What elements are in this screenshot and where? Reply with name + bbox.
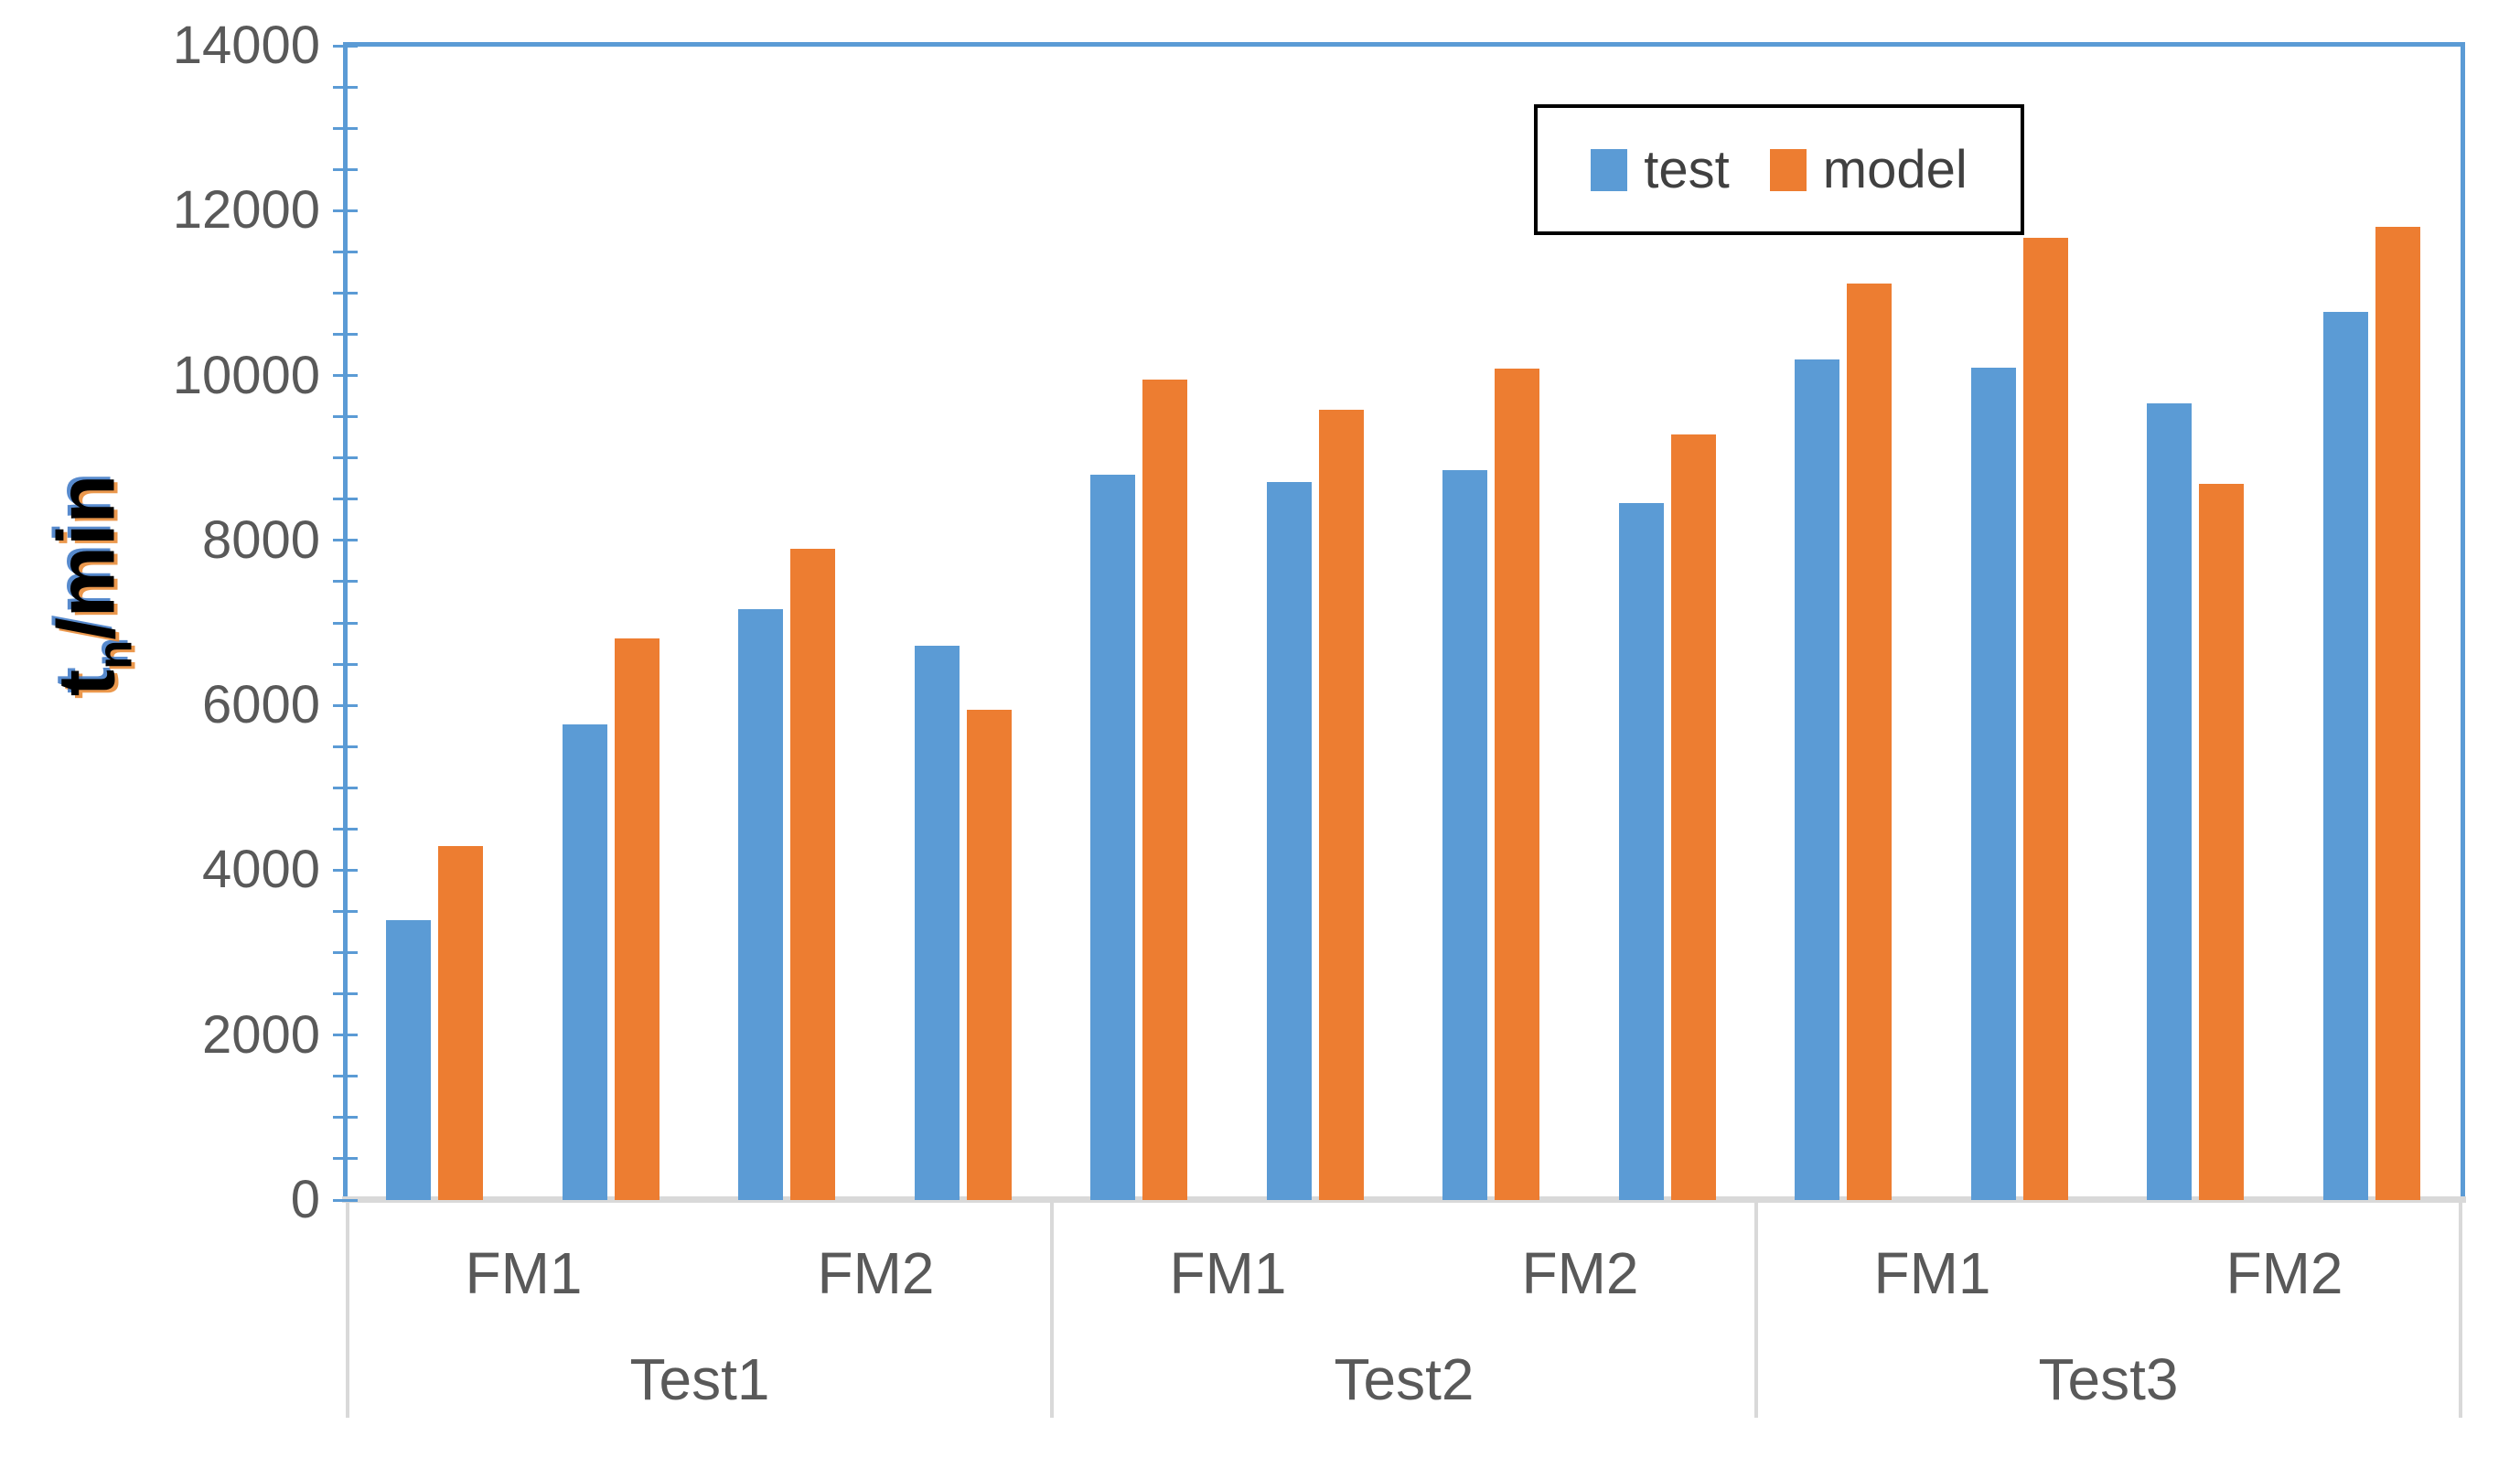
y-axis-tick-label: 6000 [201,675,320,735]
y-axis-tick [333,374,358,378]
y-axis-title: tn/min [40,475,144,696]
bar-model-test1-fm2-1 [790,549,835,1200]
y-axis-tick [333,621,358,625]
bar-model-test3-fm2-2 [2375,227,2420,1200]
legend-label-test: test [1644,139,1730,199]
y-axis-tick [333,580,358,584]
y-axis-tick [333,786,358,789]
y-axis-tick [333,209,358,212]
y-axis-tick-label: 12000 [172,180,320,241]
plot-border-top [343,42,2465,47]
y-axis-tick [333,539,358,542]
bar-test-test2-fm1-2 [1267,482,1312,1200]
bar-test-test3-fm2-1 [2147,403,2192,1200]
y-axis-tick [333,167,358,171]
bar-test-test1-fm2-2 [915,646,960,1200]
bar-model-test1-fm1-1 [438,846,483,1200]
y-axis-tick [333,662,358,666]
y-axis-tick-label: 4000 [201,840,320,900]
x-axis-group-label: Test2 [1334,1346,1474,1412]
y-axis-tick [333,992,358,996]
y-axis-tick [333,291,358,295]
legend-item-model: model [1769,139,1968,199]
y-axis-tick [333,1198,358,1202]
x-axis-group-label: Test1 [629,1346,770,1412]
bar-test-test2-fm1-1 [1090,475,1135,1200]
y-axis-tick [333,1075,358,1078]
bar-model-test3-fm2-1 [2199,484,2244,1200]
y-axis-tick-label: 8000 [201,509,320,570]
y-axis-tick-label: 14000 [172,16,320,75]
x-axis-fm-label: FM2 [2225,1240,2343,1306]
bar-model-test2-fm2-2 [1671,434,1716,1200]
bar-model-test2-fm1-2 [1319,410,1364,1200]
y-axis-tick-label: 2000 [201,1004,320,1065]
x-axis-group-label: Test3 [2038,1346,2179,1412]
legend-swatch-model-icon [1769,148,1807,191]
x-axis-line [342,1196,2466,1203]
y-axis-tick [333,456,358,460]
y-axis-tick-label: 0 [290,1170,320,1229]
y-axis-tick [333,1034,358,1037]
y-axis-tick [333,250,358,253]
x-axis-fm-label: FM1 [1873,1240,1991,1306]
bar-test-test2-fm2-2 [1619,503,1664,1200]
bar-model-test1-fm2-2 [967,710,1012,1200]
y-axis-tick [333,951,358,955]
legend-item-test: test [1591,139,1730,199]
y-axis-tick [333,415,358,419]
x-axis-fm-label: FM2 [817,1240,935,1306]
x-axis-fm-label: FM2 [1521,1240,1639,1306]
y-axis-tick [333,868,358,872]
bar-test-test3-fm2-2 [2323,312,2368,1200]
y-axis-tick [333,85,358,89]
y-axis-tick [333,910,358,913]
y-axis-tick [333,827,358,831]
y-axis-tick [333,1157,358,1161]
bar-model-test3-fm1-2 [2023,238,2068,1200]
bar-model-test2-fm1-1 [1142,380,1187,1200]
legend-label-model: model [1822,139,1968,199]
y-axis-title-sub: n [88,639,143,670]
x-axis-fm-label: FM1 [1169,1240,1287,1306]
legend: test model [1534,104,2024,235]
y-axis-tick-label: 10000 [172,345,320,405]
plot-border-right [2461,42,2465,1202]
bar-test-test1-fm1-1 [386,920,431,1200]
y-axis-tick [333,1116,358,1120]
bar-test-test1-fm2-1 [738,609,783,1200]
bar-model-test2-fm2-1 [1495,369,1539,1200]
bar-test-test3-fm1-1 [1795,359,1839,1200]
bar-test-test2-fm2-1 [1442,470,1487,1200]
bar-model-test1-fm1-2 [615,638,659,1200]
x-axis-divider [1050,1203,1054,1418]
y-axis-tick [333,44,358,48]
y-axis-tick [333,498,358,501]
bar-test-test3-fm1-2 [1971,368,2016,1200]
x-axis-divider [2459,1203,2462,1418]
bar-test-test1-fm1-2 [563,724,607,1200]
x-axis-fm-label: FM1 [465,1240,583,1306]
y-axis-tick [333,745,358,748]
y-axis-tick [333,703,358,707]
y-axis-tick [333,126,358,130]
y-axis-tick [333,333,358,336]
bar-model-test3-fm1-1 [1847,284,1892,1200]
x-axis-divider [346,1203,349,1418]
legend-swatch-test-icon [1591,148,1628,191]
x-axis-divider [1754,1203,1758,1418]
